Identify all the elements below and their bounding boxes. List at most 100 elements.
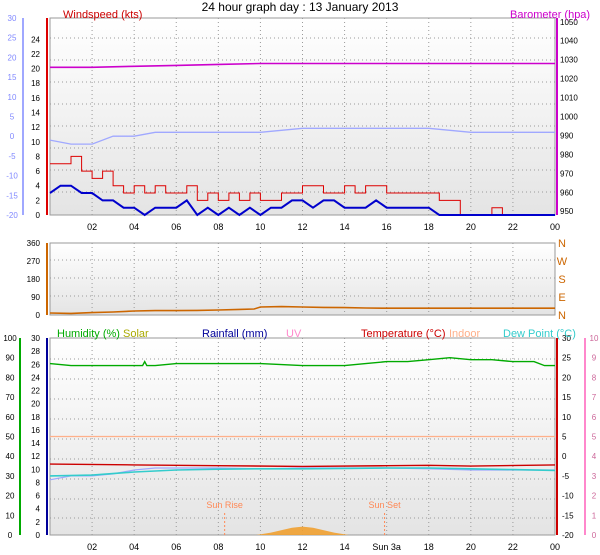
barometer-axis-tick: 1030 — [560, 56, 578, 65]
temperature-axis-tick: -20 — [562, 531, 574, 540]
climate-x-tick: 08 — [213, 542, 223, 552]
wind-x-tick: 12 — [297, 222, 307, 232]
direction-axis-tick: 270 — [27, 257, 41, 266]
climate-x-tick: 14 — [340, 542, 350, 552]
windspeed-axis-tick: 18 — [31, 79, 40, 88]
uv-axis-tick: 0 — [592, 531, 597, 540]
windchill-axis-tick: -20 — [6, 211, 18, 220]
climate-x-tick: 00 — [550, 542, 560, 552]
rainfall-axis-tick: 6 — [36, 492, 41, 501]
windspeed-axis-tick: 22 — [31, 50, 40, 59]
rainfall-axis-tick: 4 — [36, 505, 41, 514]
legend-item: Dew Point (°C) — [503, 328, 576, 340]
direction-axis-tick: 90 — [31, 293, 40, 302]
rainfall-axis-tick: 20 — [31, 400, 40, 409]
rainfall-axis-tick: 26 — [31, 360, 40, 369]
series-temperature-line — [49, 463, 556, 468]
wind-x-tick: 20 — [466, 222, 476, 232]
barometer-axis-tick: 1020 — [560, 75, 578, 84]
series-barometer-line — [50, 62, 555, 69]
temperature-axis-tick: 20 — [562, 373, 571, 382]
series-dewpoint-line — [49, 467, 556, 477]
humidity-axis-tick: 100 — [3, 334, 17, 343]
legend-item: Indoor — [449, 328, 481, 340]
wind-x-tick: 16 — [382, 222, 392, 232]
windspeed-axis-tick: 8 — [36, 152, 41, 161]
barometer-axis-tick: 970 — [560, 169, 574, 178]
barometer-axis-tick: 1050 — [560, 18, 578, 27]
windspeed-axis-tick: 14 — [31, 109, 40, 118]
sunrise-label: Sun Rise — [206, 500, 243, 510]
humidity-axis-tick: 0 — [8, 531, 13, 540]
compass-axis-tick: W — [557, 256, 568, 268]
windchill-axis-tick: -5 — [8, 152, 16, 161]
barometer-axis-tick: 980 — [560, 150, 574, 159]
compass-axis-tick: N — [558, 310, 566, 322]
humidity-axis-tick: 70 — [6, 393, 15, 402]
windspeed-axis-tick: 0 — [36, 211, 41, 220]
wind-x-tick: 02 — [87, 222, 97, 232]
uv-axis-tick: 4 — [592, 452, 597, 461]
windchill-axis-tick: 25 — [8, 34, 17, 43]
rainfall-axis-tick: 2 — [36, 518, 41, 527]
climate-x-tick: 10 — [255, 542, 265, 552]
climate-x-tick: Sun 3a — [372, 542, 401, 552]
temperature-axis-tick: 0 — [562, 452, 567, 461]
legend-item: UV — [286, 328, 302, 340]
wind-x-tick: 18 — [424, 222, 434, 232]
direction-axis-tick: 360 — [27, 239, 41, 248]
direction-axis-tick: 180 — [27, 275, 41, 284]
windspeed-axis-tick: 24 — [31, 35, 40, 44]
compass-axis-tick: E — [558, 292, 565, 304]
wind-x-tick: 22 — [508, 222, 518, 232]
windchill-axis-tick: 0 — [10, 132, 15, 141]
rainfall-axis-tick: 24 — [31, 373, 40, 382]
wind-x-tick: 06 — [171, 222, 181, 232]
rainfall-axis-tick: 10 — [31, 465, 40, 474]
rainfall-axis-tick: 16 — [31, 426, 40, 435]
rainfall-axis-tick: 8 — [36, 478, 41, 487]
windspeed-axis-label: Windspeed (kts) — [63, 9, 142, 21]
compass-axis-tick: N — [558, 238, 566, 250]
windchill-axis-tick: 20 — [8, 53, 17, 62]
uv-axis-tick: 2 — [592, 492, 597, 501]
humidity-axis-tick: 30 — [6, 472, 15, 481]
wind-x-tick: 04 — [129, 222, 139, 232]
barometer-axis-tick: 1010 — [560, 94, 578, 103]
windchill-axis-tick: 15 — [8, 73, 17, 82]
windspeed-axis-tick: 12 — [31, 123, 40, 132]
climate-x-tick: 06 — [171, 542, 181, 552]
wind-x-tick: 08 — [213, 222, 223, 232]
barometer-axis-tick: 1000 — [560, 113, 578, 122]
climate-x-tick: 18 — [424, 542, 434, 552]
windchill-axis-tick: -10 — [6, 172, 18, 181]
uv-axis-tick: 3 — [592, 472, 597, 481]
uv-axis-tick: 6 — [592, 413, 597, 422]
windchill-axis-tick: 5 — [10, 113, 15, 122]
wind-x-tick: 10 — [255, 222, 265, 232]
wind-x-tick: 00 — [550, 222, 560, 232]
barometer-axis-tick: 1040 — [560, 37, 578, 46]
legend-item: Solar — [123, 328, 149, 340]
rainfall-axis-tick: 30 — [31, 334, 40, 343]
series-windspeed-line — [49, 184, 555, 217]
windchill-axis-tick: 30 — [8, 14, 17, 23]
windspeed-axis-tick: 16 — [31, 94, 40, 103]
humidity-axis-tick: 20 — [6, 492, 15, 501]
rainfall-axis-tick: 0 — [36, 531, 41, 540]
temperature-axis-tick: 25 — [562, 354, 571, 363]
legend-item: Temperature (°C) — [361, 328, 445, 340]
temperature-axis-tick: 5 — [562, 433, 567, 442]
windspeed-axis-tick: 6 — [36, 167, 41, 176]
series-humidity-line — [49, 356, 555, 367]
uv-axis-tick: 9 — [592, 354, 597, 363]
windspeed-axis-tick: 10 — [31, 138, 40, 147]
rainfall-axis-tick: 22 — [31, 387, 40, 396]
temperature-axis-tick: 15 — [562, 393, 571, 402]
page-title: 24 hour graph day : 13 January 2013 — [201, 0, 399, 14]
direction-axis-tick: 0 — [36, 311, 41, 320]
climate-x-tick: 20 — [466, 542, 476, 552]
temperature-axis-tick: -15 — [562, 511, 574, 520]
barometer-axis-tick: 950 — [560, 207, 574, 216]
uv-axis-tick: 7 — [592, 393, 597, 402]
